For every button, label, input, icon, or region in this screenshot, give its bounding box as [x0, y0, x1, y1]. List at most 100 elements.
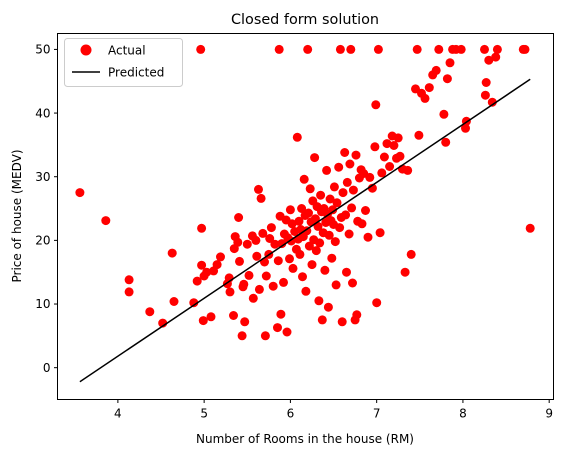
data-point: [288, 263, 298, 273]
data-point: [216, 252, 225, 262]
data-point: [445, 58, 455, 68]
data-point: [276, 309, 286, 319]
data-point: [377, 168, 387, 178]
chart-title: Closed form solution: [231, 12, 379, 28]
legend: Actual Predicted: [64, 38, 183, 87]
data-point: [301, 286, 311, 296]
data-point: [256, 193, 266, 203]
data-point: [239, 279, 249, 289]
data-point: [274, 44, 284, 54]
data-point: [266, 223, 276, 233]
legend-marker-actual: [80, 44, 92, 56]
y-tick-label: 0: [43, 361, 51, 375]
x-axis-ticks: 4 5 6 7 8 9: [114, 399, 553, 421]
data-point: [361, 206, 370, 215]
data-point: [295, 249, 305, 259]
data-point: [442, 74, 452, 84]
data-point: [345, 159, 355, 169]
data-point: [169, 297, 179, 306]
actual-points: [75, 44, 535, 341]
data-point: [260, 257, 269, 267]
data-point: [323, 302, 333, 312]
data-point: [248, 293, 258, 303]
data-point: [480, 90, 490, 100]
data-point: [317, 315, 327, 325]
data-point: [414, 130, 424, 140]
x-tick-label: 9: [545, 407, 553, 421]
data-point: [225, 287, 235, 297]
data-point: [124, 275, 134, 285]
data-point: [315, 238, 325, 248]
predicted-line-layer: [79, 78, 531, 383]
legend-label-actual: Actual: [108, 44, 146, 58]
data-point: [480, 44, 489, 54]
data-point: [297, 204, 307, 213]
data-point: [420, 93, 430, 103]
data-point: [192, 276, 202, 286]
data-point: [400, 267, 410, 277]
data-point: [229, 311, 238, 320]
data-point: [373, 44, 383, 54]
data-point: [260, 331, 270, 341]
data-point: [237, 331, 247, 341]
data-point: [277, 239, 287, 249]
data-point: [320, 265, 330, 275]
data-point: [352, 310, 362, 320]
data-point: [273, 256, 283, 266]
data-point: [332, 198, 342, 208]
data-point: [328, 205, 338, 215]
data-point: [363, 232, 373, 242]
data-point: [298, 272, 307, 282]
data-point: [244, 270, 254, 280]
data-point: [299, 174, 309, 184]
data-point: [167, 248, 177, 258]
data-point: [382, 139, 392, 149]
data-point: [294, 216, 304, 226]
data-point: [145, 307, 155, 317]
data-point: [456, 44, 466, 54]
data-point: [520, 44, 530, 54]
data-point: [307, 260, 317, 270]
axes-border: [57, 33, 554, 400]
data-point: [370, 142, 380, 152]
data-point: [292, 132, 302, 142]
data-point: [327, 253, 337, 263]
predicted-line: [79, 78, 531, 383]
data-point: [334, 162, 344, 172]
data-point: [235, 256, 244, 266]
data-point: [254, 184, 263, 194]
data-point: [285, 254, 294, 264]
data-point: [282, 327, 292, 337]
x-tick-label: 6: [287, 407, 295, 421]
plot-area: [57, 33, 554, 400]
data-point: [234, 213, 244, 222]
data-point: [101, 216, 111, 226]
data-point: [342, 267, 351, 277]
data-point: [487, 97, 497, 107]
data-point: [341, 210, 351, 220]
data-point: [316, 190, 326, 200]
data-point: [212, 260, 222, 270]
data-point: [484, 55, 494, 65]
data-point: [347, 203, 357, 213]
data-point: [348, 185, 358, 195]
data-point: [251, 235, 261, 245]
data-point: [240, 317, 250, 327]
data-point: [305, 184, 315, 194]
y-tick-label: 50: [35, 43, 50, 57]
data-point: [287, 219, 297, 229]
data-point: [329, 182, 339, 192]
x-tick-label: 5: [200, 407, 208, 421]
data-point: [330, 237, 340, 247]
data-point: [310, 153, 320, 163]
data-point: [491, 52, 501, 62]
data-point: [254, 284, 264, 294]
x-axis-label: Number of Rooms in the house (RM): [196, 432, 414, 446]
y-axis-label: Price of house (MEDV): [10, 149, 24, 282]
data-point: [481, 78, 491, 87]
data-point: [379, 152, 389, 162]
data-point: [304, 208, 313, 218]
x-tick-label: 4: [114, 407, 122, 421]
data-point: [365, 172, 375, 182]
